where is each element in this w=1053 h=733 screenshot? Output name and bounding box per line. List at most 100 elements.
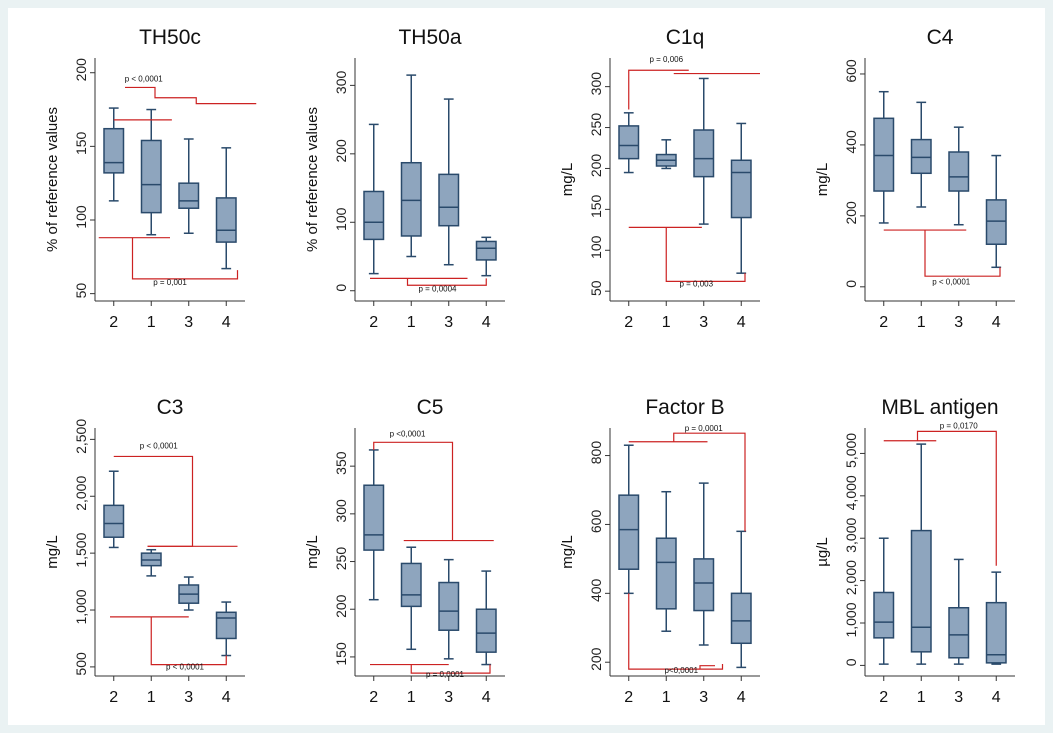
chart-4: C3 500 1,000 1,500 2,000 2,500 mg/L 2 1 3 4 p < 0,0… bbox=[44, 396, 245, 706]
y-tick-label: 200 bbox=[588, 154, 604, 178]
box-1 bbox=[910, 101, 932, 208]
y-tick-label: 500 bbox=[73, 652, 89, 676]
x-tick-label: 4 bbox=[482, 314, 491, 331]
x-tick-label: 4 bbox=[992, 314, 1001, 331]
y-tick-label: 3,000 bbox=[843, 517, 859, 552]
chart-0: TH50c 50 100 150 200 % of reference values 2 1 3… bbox=[44, 26, 257, 331]
x-tick-label: 1 bbox=[147, 314, 156, 331]
y-tick-label: 300 bbox=[333, 499, 349, 523]
chart-title: Factor B bbox=[645, 396, 724, 419]
significance-bracket bbox=[916, 430, 997, 566]
x-tick-label: 4 bbox=[222, 689, 231, 706]
box-4 bbox=[730, 122, 752, 274]
box-iqr bbox=[948, 606, 970, 659]
box-3 bbox=[438, 558, 460, 660]
p-value-label: p<0,0001 bbox=[664, 666, 698, 675]
box-1 bbox=[140, 108, 162, 236]
chart-title: MBL antigen bbox=[881, 396, 998, 419]
chart-6: Factor B 200 400 600 800 mg/L 2 1 3 4 p = 0,0001 p<… bbox=[559, 396, 760, 706]
box-iqr bbox=[873, 117, 895, 192]
box-iqr bbox=[363, 484, 385, 551]
significance-bracket bbox=[628, 69, 689, 110]
box-iqr bbox=[985, 199, 1007, 245]
x-tick-label: 3 bbox=[184, 314, 193, 331]
x-tick-label: 3 bbox=[699, 689, 708, 706]
y-tick-label: 50 bbox=[588, 280, 604, 296]
x-tick-label: 2 bbox=[879, 689, 888, 706]
y-tick-label: 600 bbox=[588, 510, 604, 534]
p-value-label: p = 0,003 bbox=[679, 279, 713, 288]
box-iqr bbox=[985, 601, 1007, 664]
y-tick-label: 150 bbox=[588, 194, 604, 218]
y-tick-label: 300 bbox=[333, 70, 349, 94]
box-iqr bbox=[730, 592, 752, 645]
box-iqr bbox=[655, 537, 677, 610]
p-value-label: p < 0,0001 bbox=[125, 75, 164, 84]
box-2 bbox=[103, 470, 125, 549]
box-2 bbox=[618, 112, 640, 174]
y-tick-label: 100 bbox=[588, 235, 604, 259]
box-iqr bbox=[910, 138, 932, 175]
box-3 bbox=[178, 138, 200, 235]
box-iqr bbox=[140, 139, 162, 214]
p-value-label: p < 0,0001 bbox=[140, 441, 179, 450]
y-tick-label: 400 bbox=[843, 130, 859, 154]
box-4 bbox=[475, 236, 497, 277]
y-tick-label: 0 bbox=[843, 280, 859, 288]
significance-bracket bbox=[673, 432, 746, 532]
y-tick-label: 2,500 bbox=[73, 419, 89, 454]
y-tick-label: 200 bbox=[73, 58, 89, 82]
box-3 bbox=[438, 98, 460, 266]
y-axis-label: mg/L bbox=[814, 163, 831, 196]
box-1 bbox=[655, 139, 677, 170]
y-tick-label: 1,000 bbox=[843, 602, 859, 637]
box-iqr bbox=[438, 173, 460, 227]
chart-title: TH50c bbox=[139, 26, 201, 49]
x-tick-label: 1 bbox=[407, 314, 416, 331]
chart-2: C1q 50 100 150 200 250 300 mg/L 2 1 3 4 p = 0,006 p =… bbox=[559, 26, 760, 331]
box-3 bbox=[948, 558, 970, 665]
box-1 bbox=[400, 74, 422, 258]
y-axis-label: mg/L bbox=[44, 535, 61, 568]
box-3 bbox=[693, 77, 715, 225]
box-1 bbox=[655, 490, 677, 632]
box-iqr bbox=[438, 581, 460, 631]
y-axis-label: mg/L bbox=[559, 535, 576, 568]
box-iqr bbox=[103, 127, 125, 174]
y-tick-label: 2,000 bbox=[73, 476, 89, 511]
significance-bracket bbox=[924, 230, 1001, 277]
x-tick-label: 4 bbox=[482, 689, 491, 706]
box-iqr bbox=[178, 182, 200, 209]
significance-bracket bbox=[125, 86, 257, 105]
y-tick-label: 100 bbox=[73, 205, 89, 229]
y-tick-label: 2,000 bbox=[843, 560, 859, 595]
y-axis-label: mg/L bbox=[304, 535, 321, 568]
y-tick-label: 400 bbox=[588, 578, 604, 602]
x-tick-label: 1 bbox=[917, 689, 926, 706]
box-iqr bbox=[215, 611, 237, 640]
x-tick-label: 1 bbox=[917, 314, 926, 331]
x-tick-label: 1 bbox=[407, 689, 416, 706]
box-4 bbox=[475, 570, 497, 666]
y-tick-label: 200 bbox=[333, 594, 349, 618]
box-4 bbox=[730, 530, 752, 669]
figure-panel bbox=[8, 8, 1045, 725]
chart-title: TH50a bbox=[398, 26, 461, 49]
x-tick-label: 3 bbox=[954, 314, 963, 331]
significance-bracket bbox=[373, 441, 454, 541]
box-3 bbox=[178, 576, 200, 611]
box-1 bbox=[140, 548, 162, 577]
box-2 bbox=[103, 107, 125, 202]
box-iqr bbox=[475, 240, 497, 261]
y-axis-label: % of reference values bbox=[44, 107, 61, 252]
box-iqr bbox=[618, 125, 640, 160]
x-tick-label: 4 bbox=[737, 689, 746, 706]
significance-bracket bbox=[699, 665, 715, 670]
x-tick-label: 2 bbox=[369, 689, 378, 706]
x-tick-label: 2 bbox=[369, 314, 378, 331]
chart-title: C5 bbox=[417, 396, 444, 419]
x-tick-label: 4 bbox=[737, 314, 746, 331]
y-tick-label: 150 bbox=[333, 642, 349, 666]
chart-title: C4 bbox=[927, 26, 954, 49]
